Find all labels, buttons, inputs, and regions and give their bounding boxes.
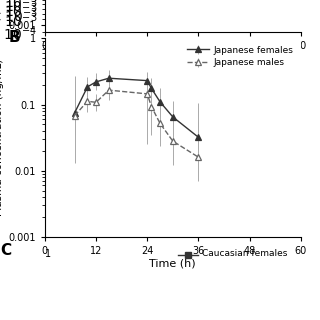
Legend: Japanese females, Japanese males: Japanese females, Japanese males <box>184 43 296 70</box>
Text: Caucasian females: Caucasian females <box>202 249 288 258</box>
Text: B: B <box>9 30 20 45</box>
X-axis label: Time (h): Time (h) <box>149 259 196 268</box>
Text: C: C <box>0 243 11 258</box>
Text: 1: 1 <box>45 249 51 259</box>
X-axis label: Time (h): Time (h) <box>149 54 196 64</box>
Y-axis label: Plasma concentration (ng/mL): Plasma concentration (ng/mL) <box>0 59 4 216</box>
